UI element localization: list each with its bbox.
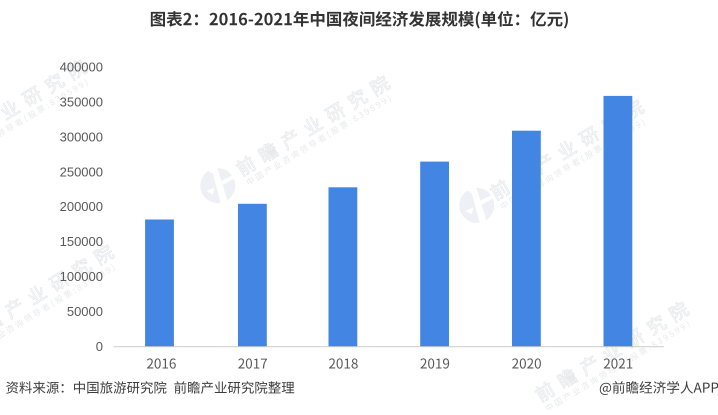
svg-text:400000: 400000 — [60, 60, 103, 75]
svg-text:200000: 200000 — [60, 199, 103, 214]
svg-text:0: 0 — [96, 339, 103, 354]
svg-text:150000: 150000 — [60, 234, 103, 249]
svg-text:350000: 350000 — [60, 94, 103, 109]
svg-text:300000: 300000 — [60, 129, 103, 144]
svg-text:250000: 250000 — [60, 164, 103, 179]
svg-text:50000: 50000 — [67, 304, 103, 319]
svg-text:100000: 100000 — [60, 269, 103, 284]
